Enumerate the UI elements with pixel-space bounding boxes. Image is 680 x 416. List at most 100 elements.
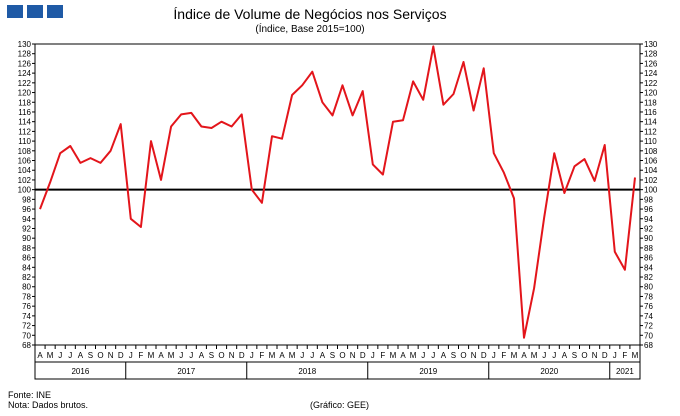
y-tick-label-right: 104	[644, 166, 658, 175]
month-label: A	[199, 351, 205, 360]
month-label: M	[148, 351, 155, 360]
chart-credit: (Gráfico: GEE)	[310, 400, 370, 410]
y-tick-label-right: 110	[644, 137, 657, 146]
month-label: A	[158, 351, 164, 360]
month-label: A	[562, 351, 568, 360]
y-tick-label-right: 128	[644, 50, 658, 59]
y-tick-label-left: 88	[22, 244, 31, 253]
y-tick-label-right: 82	[644, 273, 653, 282]
month-label: J	[552, 351, 556, 360]
y-tick-label-left: 76	[22, 302, 31, 311]
y-tick-label-left: 126	[18, 59, 32, 68]
month-label: D	[481, 351, 487, 360]
y-tick-label-left: 70	[22, 331, 31, 340]
y-tick-label-right: 78	[644, 292, 653, 301]
y-tick-label-right: 80	[644, 283, 653, 292]
month-label: M	[511, 351, 518, 360]
y-tick-label-right: 92	[644, 224, 653, 233]
year-label: 2018	[298, 367, 316, 376]
month-label: J	[613, 351, 617, 360]
month-label: D	[118, 351, 124, 360]
y-tick-label-left: 108	[18, 147, 32, 156]
y-tick-label-right: 90	[644, 234, 653, 243]
y-tick-label-right: 96	[644, 205, 653, 214]
y-tick-label-right: 76	[644, 302, 653, 311]
y-tick-label-left: 124	[18, 69, 32, 78]
month-label: D	[602, 351, 608, 360]
year-label: 2021	[616, 367, 634, 376]
month-label: N	[229, 351, 235, 360]
month-label: O	[460, 351, 466, 360]
month-label: J	[189, 351, 193, 360]
month-label: A	[37, 351, 43, 360]
chart-title: Índice de Volume de Negócios nos Serviço…	[173, 6, 447, 22]
year-label: 2020	[540, 367, 558, 376]
y-tick-label-left: 128	[18, 50, 32, 59]
month-label: M	[632, 351, 639, 360]
month-label: M	[410, 351, 417, 360]
month-label: J	[300, 351, 304, 360]
month-label: J	[542, 351, 546, 360]
month-label: O	[97, 351, 103, 360]
y-tick-label-right: 120	[644, 89, 658, 98]
month-label: F	[138, 351, 143, 360]
y-tick-label-left: 106	[18, 157, 32, 166]
y-tick-label-right: 74	[644, 312, 653, 321]
y-tick-label-right: 112	[644, 127, 657, 136]
y-tick-label-right: 88	[644, 244, 653, 253]
month-label: A	[400, 351, 406, 360]
y-tick-label-left: 98	[22, 195, 31, 204]
data-note: Nota: Dados brutos.	[8, 400, 89, 410]
month-label: J	[129, 351, 133, 360]
y-tick-label-left: 100	[18, 186, 32, 195]
month-label: F	[622, 351, 627, 360]
month-label: M	[47, 351, 54, 360]
y-tick-label-left: 68	[22, 341, 31, 350]
series-line	[39, 45, 636, 339]
y-tick-label-right: 116	[644, 108, 657, 117]
y-tick-label-right: 70	[644, 331, 653, 340]
y-tick-label-left: 80	[22, 283, 31, 292]
y-tick-label-left: 74	[22, 312, 31, 321]
month-label: A	[279, 351, 285, 360]
year-label: 2016	[71, 367, 89, 376]
month-label: N	[350, 351, 356, 360]
month-label: F	[259, 351, 264, 360]
month-label: S	[572, 351, 577, 360]
logo-block	[7, 5, 23, 18]
month-label: J	[492, 351, 496, 360]
month-label: A	[78, 351, 84, 360]
y-tick-label-left: 116	[18, 108, 31, 117]
y-tick-label-left: 90	[22, 234, 31, 243]
month-label: S	[451, 351, 456, 360]
y-tick-label-right: 68	[644, 341, 653, 350]
month-label: A	[521, 351, 527, 360]
month-label: M	[269, 351, 276, 360]
y-tick-label-left: 104	[18, 166, 32, 175]
y-tick-label-left: 110	[18, 137, 31, 146]
plot-frame	[34, 43, 641, 380]
month-label: O	[339, 351, 345, 360]
month-label: N	[108, 351, 114, 360]
y-tick-label-left: 130	[18, 40, 32, 49]
y-tick-label-right: 118	[644, 98, 657, 107]
year-label: 2017	[177, 367, 195, 376]
month-label: N	[471, 351, 477, 360]
month-label: N	[592, 351, 598, 360]
y-tick-label-right: 102	[644, 176, 658, 185]
y-tick-label-left: 120	[18, 89, 32, 98]
chart-subtitle: (Índice, Base 2015=100)	[255, 24, 365, 35]
month-label: O	[581, 351, 587, 360]
month-label: F	[501, 351, 506, 360]
gee-logo	[7, 5, 63, 18]
month-label: A	[441, 351, 447, 360]
y-tick-label-right: 100	[644, 186, 658, 195]
y-tick-label-left: 112	[18, 127, 31, 136]
y-tick-label-left: 86	[22, 254, 31, 263]
month-label: S	[209, 351, 214, 360]
y-tick-label-right: 84	[644, 263, 653, 272]
month-label: D	[239, 351, 245, 360]
y-tick-label-left: 94	[22, 215, 31, 224]
y-tick-label-right: 106	[644, 157, 658, 166]
